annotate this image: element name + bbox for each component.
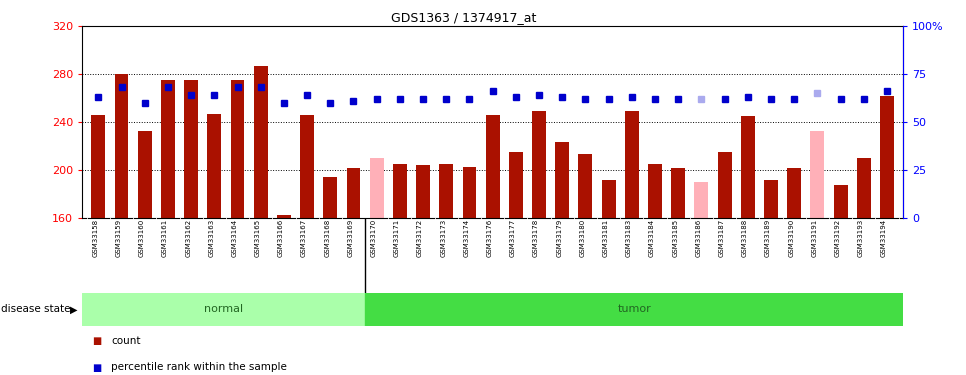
Bar <box>370 158 384 218</box>
Bar <box>671 168 685 217</box>
Text: GSM33190: GSM33190 <box>788 219 794 257</box>
Text: GSM33185: GSM33185 <box>672 219 678 257</box>
Text: GSM33158: GSM33158 <box>93 219 99 257</box>
Bar <box>555 142 569 218</box>
Text: GSM33162: GSM33162 <box>185 219 191 257</box>
Bar <box>185 80 198 218</box>
Text: GSM33163: GSM33163 <box>209 219 214 257</box>
Bar <box>834 185 847 218</box>
Bar <box>741 116 754 218</box>
Text: GSM33191: GSM33191 <box>811 219 817 257</box>
Bar <box>625 111 639 218</box>
Text: GSM33171: GSM33171 <box>394 219 400 257</box>
Text: GSM33173: GSM33173 <box>440 219 446 257</box>
Text: GSM33168: GSM33168 <box>325 219 330 257</box>
Bar <box>347 168 360 217</box>
Text: GSM33183: GSM33183 <box>626 219 632 257</box>
Bar <box>602 180 615 218</box>
Text: ▶: ▶ <box>70 304 77 314</box>
Bar <box>82 292 365 326</box>
Text: GSM33174: GSM33174 <box>464 219 469 257</box>
Text: GSM33178: GSM33178 <box>533 219 539 257</box>
Text: count: count <box>111 336 141 346</box>
Bar <box>695 182 708 218</box>
Text: ■: ■ <box>92 363 101 372</box>
Text: GSM33184: GSM33184 <box>649 219 655 257</box>
Text: GSM33192: GSM33192 <box>835 219 840 257</box>
Text: GSM33194: GSM33194 <box>881 219 887 257</box>
Text: GSM33189: GSM33189 <box>765 219 771 257</box>
Bar <box>115 74 128 217</box>
Bar <box>810 132 824 218</box>
Text: GSM33180: GSM33180 <box>580 219 585 257</box>
Text: GSM33186: GSM33186 <box>696 219 701 257</box>
Text: GSM33167: GSM33167 <box>301 219 307 257</box>
Text: GSM33187: GSM33187 <box>719 219 724 257</box>
Text: GSM33170: GSM33170 <box>371 219 377 257</box>
Bar <box>463 167 476 217</box>
Bar <box>880 96 894 218</box>
Text: GSM33176: GSM33176 <box>487 219 493 257</box>
Text: GSM33179: GSM33179 <box>556 219 562 257</box>
Bar <box>324 177 337 218</box>
Text: GSM33165: GSM33165 <box>255 219 261 257</box>
Text: GSM33164: GSM33164 <box>232 219 238 257</box>
Bar <box>92 115 105 218</box>
Bar <box>509 152 523 217</box>
Bar <box>393 164 407 218</box>
Text: GSM33188: GSM33188 <box>742 219 748 257</box>
Bar <box>787 168 801 217</box>
Text: GSM33193: GSM33193 <box>858 219 864 257</box>
Text: tumor: tumor <box>617 304 651 314</box>
Bar <box>208 114 221 218</box>
Text: ■: ■ <box>92 336 101 346</box>
Bar <box>764 180 778 218</box>
Text: GSM33181: GSM33181 <box>603 219 609 257</box>
Bar <box>277 215 291 217</box>
Text: GSM33166: GSM33166 <box>278 219 284 257</box>
Bar <box>440 164 453 218</box>
Bar <box>857 158 870 218</box>
Text: percentile rank within the sample: percentile rank within the sample <box>111 363 287 372</box>
Bar <box>365 292 903 326</box>
Text: normal: normal <box>204 304 243 314</box>
Text: GDS1363 / 1374917_at: GDS1363 / 1374917_at <box>391 11 536 24</box>
Text: GSM33160: GSM33160 <box>139 219 145 257</box>
Text: GSM33159: GSM33159 <box>116 219 122 257</box>
Text: GSM33161: GSM33161 <box>162 219 168 257</box>
Bar <box>161 80 175 218</box>
Bar <box>300 115 314 218</box>
Bar <box>138 132 152 218</box>
Bar <box>648 164 662 218</box>
Bar <box>718 152 731 217</box>
Text: GSM33177: GSM33177 <box>510 219 516 257</box>
Text: GSM33169: GSM33169 <box>348 219 354 257</box>
Bar <box>254 66 268 218</box>
Bar <box>486 115 499 218</box>
Text: GSM33172: GSM33172 <box>417 219 423 257</box>
Bar <box>231 80 244 218</box>
Bar <box>532 111 546 218</box>
Bar <box>579 154 592 218</box>
Text: disease state: disease state <box>1 304 71 314</box>
Bar <box>416 165 430 218</box>
